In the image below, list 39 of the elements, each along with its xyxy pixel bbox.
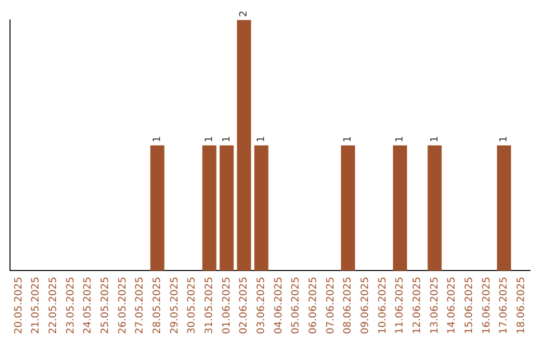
x-tick-label: 26.05.2025 (117, 276, 128, 334)
x-tick-label: 15.06.2025 (464, 276, 475, 334)
data-label: 1 (152, 136, 163, 142)
data-label: 1 (256, 136, 267, 142)
x-tick-label: 16.06.2025 (481, 276, 492, 334)
x-tick-label: 10.06.2025 (377, 276, 388, 334)
x-tick-label: 06.06.2025 (308, 276, 319, 334)
x-tick-label: 22.05.2025 (48, 276, 59, 334)
data-label: 1 (342, 136, 354, 142)
x-tick-label: 13.06.2025 (429, 276, 440, 334)
x-tick-label: 29.05.2025 (169, 276, 180, 334)
x-tick-label: 21.05.2025 (30, 276, 42, 334)
x-tick-label: 31.05.2025 (204, 276, 215, 334)
data-label: 2 (238, 10, 250, 17)
x-tick-label: 04.06.2025 (273, 276, 284, 334)
x-tick-label: 17.06.2025 (498, 276, 510, 334)
data-label: 1 (394, 136, 406, 142)
x-tick-label: 08.06.2025 (342, 276, 354, 334)
x-tick-label: 03.06.2025 (256, 276, 267, 334)
x-tick-label: 24.05.2025 (82, 276, 94, 334)
data-label: 1 (498, 136, 510, 142)
data-label: 1 (221, 136, 232, 142)
x-tick-label: 02.06.2025 (238, 276, 250, 334)
x-tick-label: 11.06.2025 (394, 276, 406, 334)
x-tick-label: 14.06.2025 (446, 276, 458, 334)
x-tick-label: 12.06.2025 (412, 276, 423, 334)
x-tick-label: 09.06.2025 (360, 276, 371, 334)
x-tick-label: 20.05.2025 (13, 276, 24, 334)
x-tick-label: 23.05.2025 (65, 276, 76, 334)
x-tick-label: 28.05.2025 (152, 276, 163, 334)
x-tick-label: 01.06.2025 (221, 276, 232, 334)
x-tick-label: 27.05.2025 (134, 276, 146, 334)
x-tick-label: 30.05.2025 (186, 276, 198, 334)
x-tick-label: 18.06.2025 (516, 276, 527, 334)
x-tick-label: 07.06.2025 (325, 276, 336, 334)
x-tick-label: 05.06.2025 (290, 276, 302, 334)
x-tick-label: 25.05.2025 (100, 276, 111, 334)
data-label: 1 (429, 136, 440, 142)
data-label: 1 (204, 136, 215, 142)
